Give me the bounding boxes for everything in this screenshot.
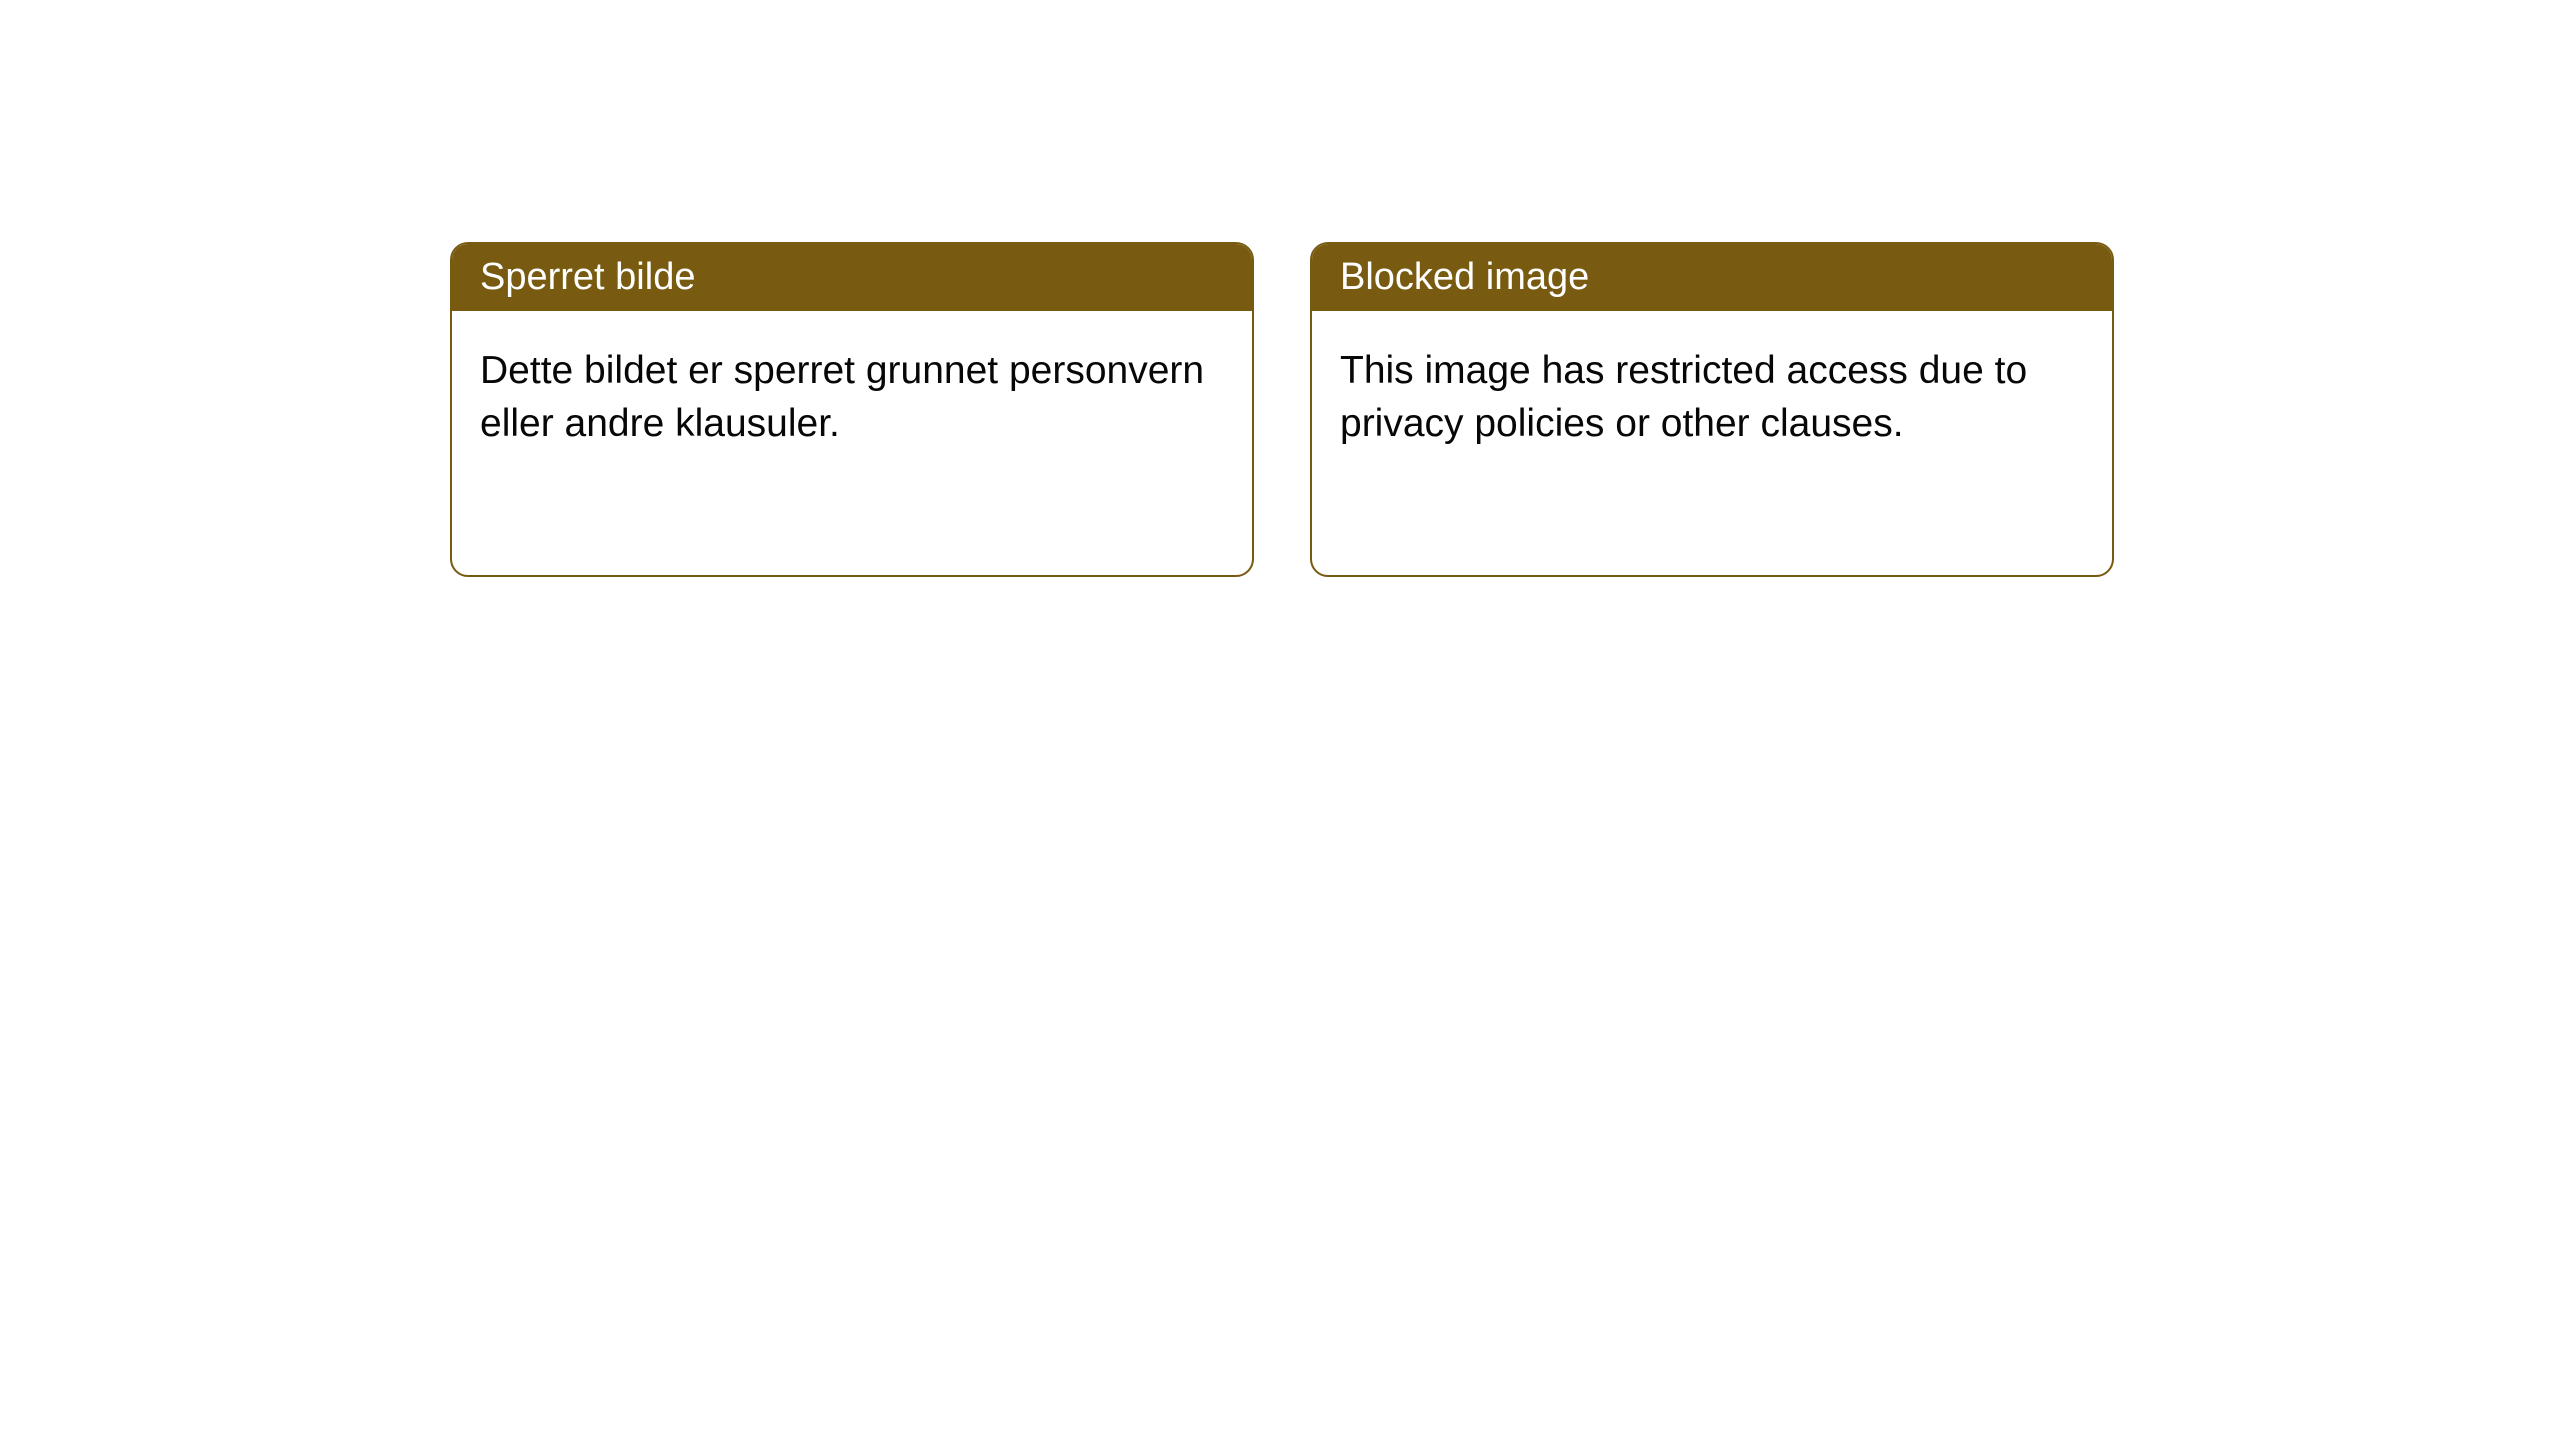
card-body-en: This image has restricted access due to … xyxy=(1312,311,2112,484)
blocked-image-notices: Sperret bilde Dette bildet er sperret gr… xyxy=(0,0,2560,577)
blocked-image-card-en: Blocked image This image has restricted … xyxy=(1310,242,2114,577)
blocked-image-card-no: Sperret bilde Dette bildet er sperret gr… xyxy=(450,242,1254,577)
card-header-no: Sperret bilde xyxy=(452,244,1252,311)
card-body-no: Dette bildet er sperret grunnet personve… xyxy=(452,311,1252,484)
card-header-en: Blocked image xyxy=(1312,244,2112,311)
